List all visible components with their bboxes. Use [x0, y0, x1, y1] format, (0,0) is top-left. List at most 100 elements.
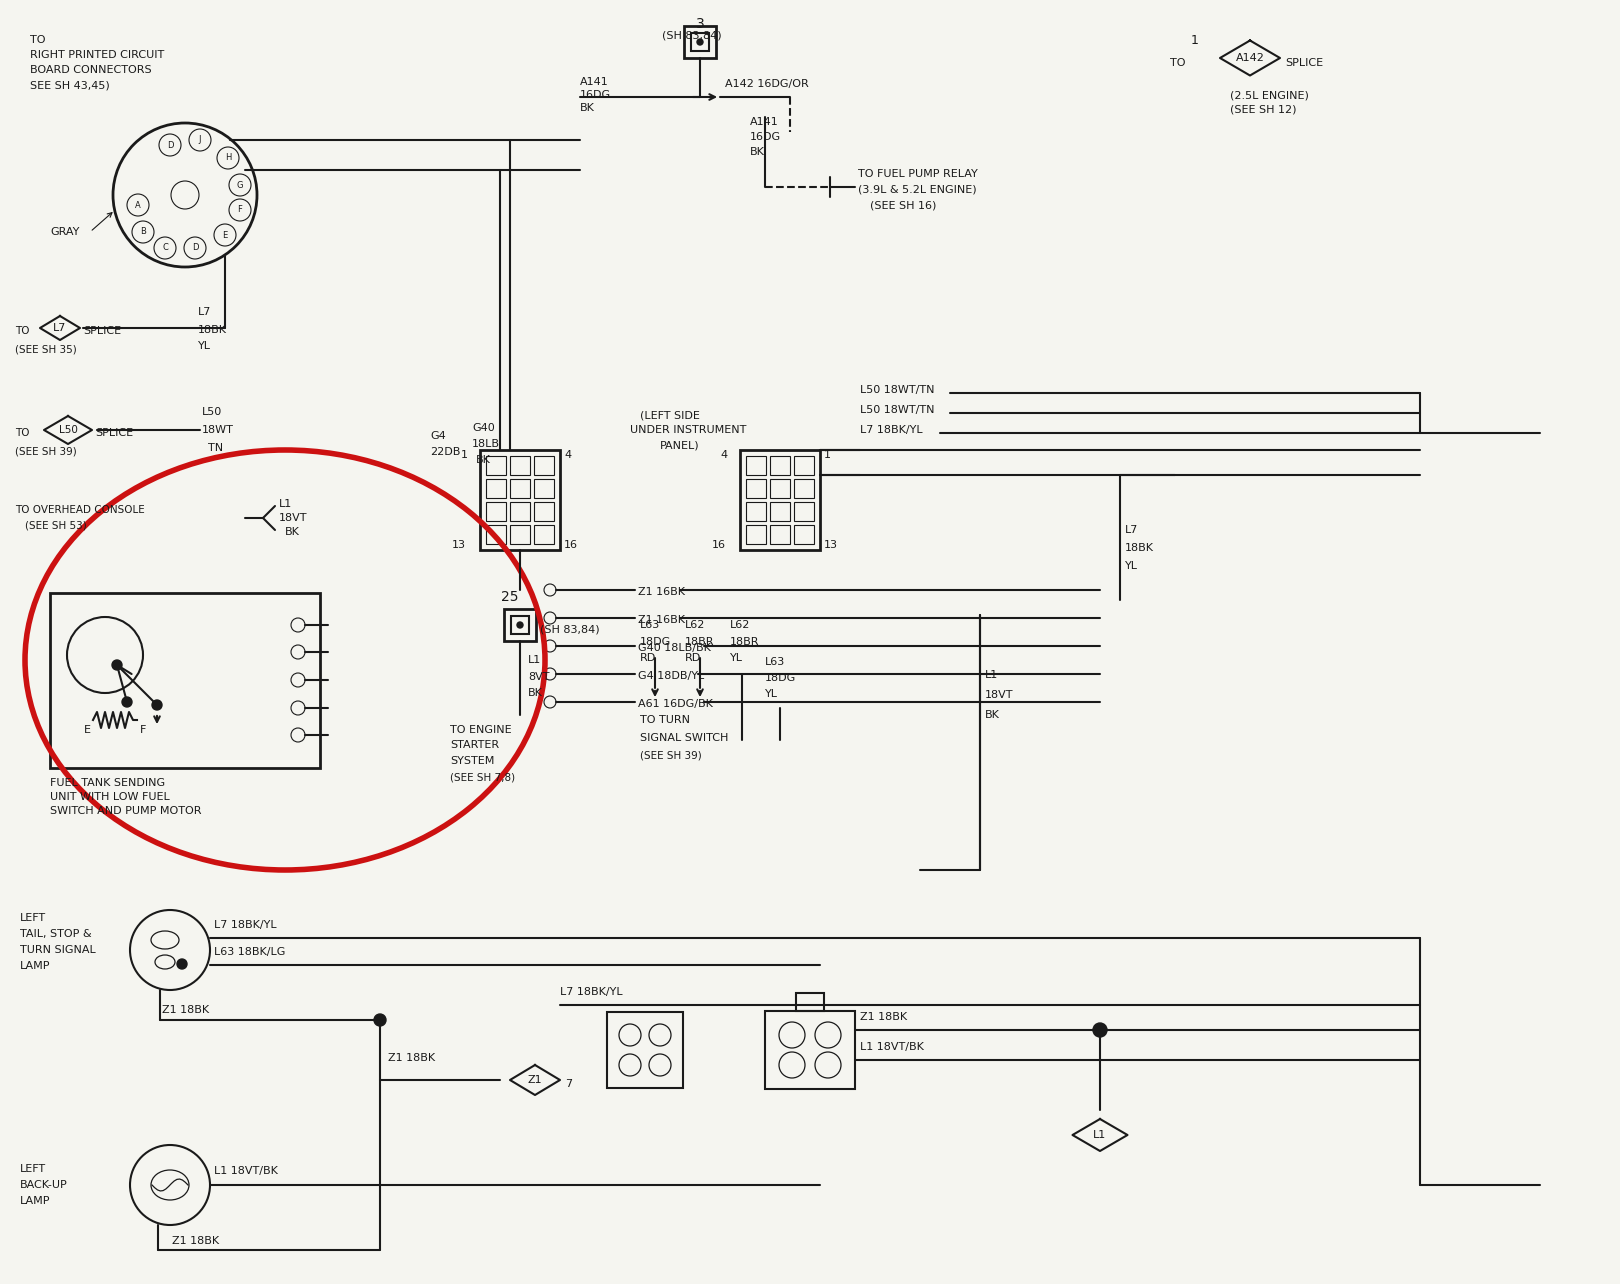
Text: 18VT: 18VT — [985, 690, 1014, 700]
Text: L1 18VT/BK: L1 18VT/BK — [214, 1166, 279, 1176]
Text: L63: L63 — [765, 657, 786, 666]
Text: 18LB: 18LB — [471, 439, 501, 449]
Text: E: E — [84, 725, 91, 734]
Text: L1: L1 — [1094, 1130, 1106, 1140]
Bar — [535, 525, 554, 543]
Text: (2.5L ENGINE): (2.5L ENGINE) — [1230, 91, 1309, 101]
Text: Z1 18BK: Z1 18BK — [860, 1012, 907, 1022]
Bar — [608, 1012, 684, 1088]
Text: C: C — [162, 244, 168, 253]
Text: SYSTEM: SYSTEM — [450, 756, 494, 767]
Text: SEE SH 43,45): SEE SH 43,45) — [31, 80, 110, 90]
Text: PANEL): PANEL) — [659, 440, 700, 451]
Text: LAMP: LAMP — [19, 960, 50, 971]
Text: Z1 18BK: Z1 18BK — [389, 1053, 436, 1063]
Text: 18DG: 18DG — [640, 637, 671, 647]
Text: 18VT: 18VT — [279, 514, 308, 523]
Text: L1 18VT/BK: L1 18VT/BK — [860, 1043, 923, 1052]
Text: F: F — [238, 205, 243, 214]
Bar — [747, 456, 766, 475]
Text: 18BK: 18BK — [198, 325, 227, 335]
Text: (SEE SH 53): (SEE SH 53) — [24, 521, 87, 532]
Bar — [795, 993, 825, 1011]
Bar — [684, 26, 716, 58]
Text: BK: BK — [580, 103, 595, 113]
Text: TO OVERHEAD CONSOLE: TO OVERHEAD CONSOLE — [15, 505, 144, 515]
Bar — [504, 609, 536, 641]
Text: B: B — [139, 227, 146, 236]
Text: L63 18BK/LG: L63 18BK/LG — [214, 948, 285, 957]
Text: TO: TO — [15, 428, 29, 438]
Bar — [486, 479, 505, 498]
Text: Z1 16BK: Z1 16BK — [638, 615, 685, 625]
Circle shape — [112, 660, 122, 670]
Bar — [771, 479, 789, 498]
Bar — [765, 1011, 855, 1089]
Text: RIGHT PRINTED CIRCUIT: RIGHT PRINTED CIRCUIT — [31, 50, 164, 60]
Text: 18WT: 18WT — [202, 425, 233, 435]
Text: (SEE SH 16): (SEE SH 16) — [870, 202, 936, 211]
Circle shape — [697, 39, 703, 45]
Bar — [486, 525, 505, 543]
Text: TURN SIGNAL: TURN SIGNAL — [19, 945, 96, 955]
Bar — [510, 525, 530, 543]
Text: D: D — [191, 244, 198, 253]
Text: (LEFT SIDE: (LEFT SIDE — [640, 410, 700, 420]
Text: J: J — [199, 136, 201, 145]
Text: A61 16DG/BK: A61 16DG/BK — [638, 698, 713, 709]
Text: L7 18BK/YL: L7 18BK/YL — [860, 425, 923, 435]
Bar — [486, 502, 505, 521]
Text: G: G — [237, 181, 243, 190]
Text: SPLICE: SPLICE — [96, 428, 133, 438]
Text: 25: 25 — [501, 591, 518, 603]
Text: (SEE SH 35): (SEE SH 35) — [15, 345, 76, 354]
Text: SPLICE: SPLICE — [83, 326, 122, 336]
Text: (SEE SH 39): (SEE SH 39) — [640, 751, 701, 761]
Bar — [747, 502, 766, 521]
Text: 18BK: 18BK — [1124, 543, 1153, 553]
Text: YL: YL — [198, 342, 211, 351]
Text: L50 18WT/TN: L50 18WT/TN — [860, 385, 935, 395]
Bar — [535, 479, 554, 498]
Text: (3.9L & 5.2L ENGINE): (3.9L & 5.2L ENGINE) — [859, 185, 977, 195]
Bar — [535, 502, 554, 521]
Bar — [510, 502, 530, 521]
Text: BK: BK — [285, 526, 300, 537]
Text: 1: 1 — [825, 449, 831, 460]
Text: L1: L1 — [279, 499, 292, 508]
Text: A141: A141 — [750, 117, 779, 127]
Text: G40: G40 — [471, 422, 494, 433]
Text: SPLICE: SPLICE — [1285, 58, 1324, 68]
Text: H: H — [225, 154, 232, 163]
Text: (SH 83,84): (SH 83,84) — [539, 624, 599, 634]
Text: L50: L50 — [58, 425, 78, 435]
Text: L1: L1 — [528, 655, 541, 665]
Text: GRAY: GRAY — [50, 227, 79, 238]
Text: (SEE SH 39): (SEE SH 39) — [15, 447, 76, 457]
Text: TO ENGINE: TO ENGINE — [450, 725, 512, 734]
Text: G4 18DB/YL: G4 18DB/YL — [638, 672, 705, 681]
Text: Z1 18BK: Z1 18BK — [172, 1236, 219, 1245]
Bar — [794, 502, 813, 521]
Bar — [535, 456, 554, 475]
Text: SWITCH AND PUMP MOTOR: SWITCH AND PUMP MOTOR — [50, 806, 201, 817]
Text: Z1 18BK: Z1 18BK — [162, 1005, 209, 1014]
Text: SIGNAL SWITCH: SIGNAL SWITCH — [640, 733, 729, 743]
Text: L1: L1 — [985, 670, 998, 681]
Text: A: A — [134, 200, 141, 209]
Circle shape — [1094, 1023, 1106, 1037]
Text: TO FUEL PUMP RELAY: TO FUEL PUMP RELAY — [859, 169, 978, 178]
Text: BACK-UP: BACK-UP — [19, 1180, 68, 1190]
Bar — [512, 616, 528, 634]
Text: 4: 4 — [564, 449, 572, 460]
Bar — [480, 449, 561, 550]
Text: YL: YL — [765, 690, 778, 698]
Text: BK: BK — [985, 710, 1000, 720]
Text: L50: L50 — [202, 407, 222, 417]
Text: 22DB: 22DB — [429, 447, 460, 457]
Text: L50 18WT/TN: L50 18WT/TN — [860, 404, 935, 415]
Circle shape — [122, 697, 131, 707]
Bar — [692, 33, 710, 51]
Text: TAIL, STOP &: TAIL, STOP & — [19, 930, 92, 939]
Text: L7 18BK/YL: L7 18BK/YL — [561, 987, 622, 996]
